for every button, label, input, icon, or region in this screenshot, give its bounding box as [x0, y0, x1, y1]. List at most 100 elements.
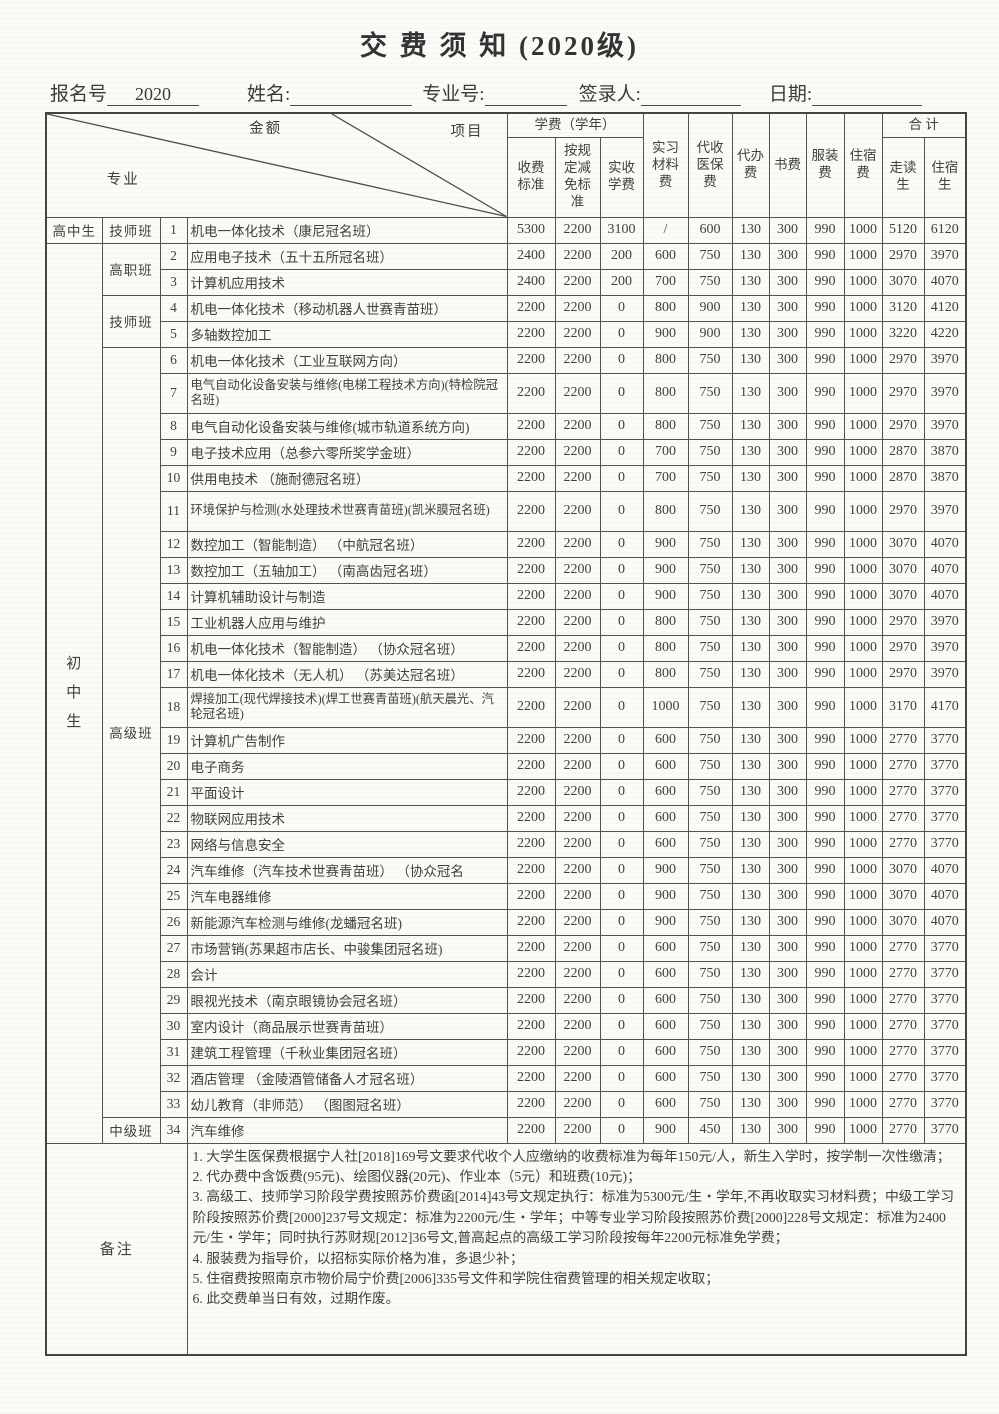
- cell-uniform-fee: 990: [805, 856, 845, 884]
- cell-actual-tuition: 200: [599, 268, 644, 296]
- note-item: 2. 代办费中含饭费(95元)、绘图仪器(20元)、作业本（5元）和班费(10元…: [192, 1168, 641, 1184]
- cell-material-fee: 800: [642, 294, 689, 322]
- cell-total-day: 2770: [881, 1064, 925, 1092]
- cell-agency-fee: 130: [731, 804, 770, 832]
- table-row: 22 物联网应用技术 2200 2200 0 600 750 130 300 990 1000 277…: [46, 804, 967, 832]
- cell-reduction: 2200: [554, 908, 601, 936]
- diagonal-header-cell: 金额 项目 专业: [45, 112, 508, 218]
- header-actual-tuition: 实收 学费: [599, 136, 644, 218]
- cell-total-boarding: 3970: [923, 372, 967, 414]
- cell-uniform-fee: 990: [805, 882, 845, 910]
- table-row: 29 眼视光技术（南京眼镜协会冠名班） 2200 2200 0 600 750 130 300 9…: [46, 986, 967, 1014]
- row-number: 11: [159, 490, 188, 532]
- cell-medical-fee: 750: [687, 960, 733, 988]
- cell-agency-fee: 130: [731, 856, 770, 884]
- cell-fee-standard: 5300: [506, 216, 556, 244]
- cell-agency-fee: 130: [731, 320, 770, 348]
- cell-actual-tuition: 0: [599, 908, 644, 936]
- cell-agency-fee: 130: [731, 372, 770, 414]
- cell-material-fee: 600: [642, 752, 689, 780]
- cell-material-fee: 600: [642, 934, 689, 962]
- registrar-label: 签录人:: [578, 84, 641, 105]
- cell-dorm-fee: 1000: [843, 830, 883, 858]
- fee-table-body: 高中生 技师班 1 机电一体化技术（康尼冠名班） 5300 2200 3100/600 130…: [45, 216, 967, 1144]
- cell-uniform-fee: 990: [805, 778, 845, 806]
- cell-reduction: 2200: [554, 660, 601, 688]
- cell-total-day: 2770: [881, 752, 925, 780]
- cell-reduction: 2200: [554, 412, 601, 440]
- reg-no-value: 2020: [107, 84, 200, 106]
- cell-fee-standard: 2200: [506, 752, 556, 780]
- cell-reduction: 2200: [554, 1064, 601, 1092]
- cell-actual-tuition: 0: [599, 1038, 644, 1066]
- cell-reduction: 2200: [554, 1116, 601, 1144]
- header-book-fee: 书费: [768, 112, 807, 218]
- cell-agency-fee: 130: [731, 986, 770, 1014]
- cell-medical-fee: 750: [687, 582, 733, 610]
- cell-agency-fee: 130: [731, 1038, 770, 1066]
- cell-reduction: 2200: [554, 960, 601, 988]
- cell-fee-standard: 2400: [506, 242, 556, 270]
- note-item: 4. 服装费为指导价，以招标实际价格为准，多退少补；: [192, 1250, 524, 1266]
- row-number: 14: [159, 582, 188, 610]
- cell-uniform-fee: 990: [805, 752, 845, 780]
- cell-medical-fee: 750: [687, 1012, 733, 1040]
- cell-actual-tuition: 0: [599, 294, 644, 322]
- cell-fee-standard: 2200: [506, 412, 556, 440]
- cell-material-fee: 700: [642, 464, 689, 492]
- cell-fee-standard: 2200: [506, 934, 556, 962]
- cell-actual-tuition: 0: [599, 726, 644, 754]
- major-name: 机电一体化技术（无人机） （苏美达冠名班）: [186, 660, 508, 688]
- cell-agency-fee: 130: [731, 216, 770, 244]
- major-name: 供用电技术 （施耐德冠名班）: [186, 464, 508, 492]
- cell-total-boarding: 3770: [923, 1038, 967, 1066]
- major-name: 多轴数控加工: [186, 320, 508, 348]
- cell-reduction: 2200: [554, 882, 601, 910]
- cell-dorm-fee: 1000: [843, 1116, 883, 1144]
- cell-uniform-fee: 990: [805, 986, 845, 1014]
- cell-uniform-fee: 990: [805, 660, 845, 688]
- row-number: 31: [159, 1038, 188, 1066]
- row-number: 5: [159, 320, 188, 348]
- row-number: 17: [159, 660, 188, 688]
- cell-book-fee: 300: [768, 372, 807, 414]
- cell-total-day: 2770: [881, 960, 925, 988]
- cell-dorm-fee: 1000: [843, 412, 883, 440]
- cell-total-boarding: 4220: [923, 320, 967, 348]
- cell-actual-tuition: 0: [599, 856, 644, 884]
- cell-actual-tuition: 0: [599, 582, 644, 610]
- cell-total-day: 2770: [881, 1012, 925, 1040]
- cell-total-day: 2770: [881, 804, 925, 832]
- row-number: 29: [159, 986, 188, 1014]
- cell-actual-tuition: 0: [599, 1116, 644, 1144]
- cell-uniform-fee: 990: [805, 960, 845, 988]
- cell-dorm-fee: 1000: [843, 464, 883, 492]
- name-label: 姓名:: [247, 84, 291, 105]
- cell-actual-tuition: 0: [599, 412, 644, 440]
- cell-agency-fee: 130: [731, 934, 770, 962]
- row-number: 10: [159, 464, 188, 492]
- cell-uniform-fee: 990: [805, 582, 845, 610]
- table-row: 31 建筑工程管理（千秋业集团冠名班） 2200 2200 0 600 750 130 300 9…: [46, 1038, 967, 1066]
- cell-actual-tuition: 0: [599, 830, 644, 858]
- cell-material-fee: /: [642, 216, 689, 244]
- cell-uniform-fee: 990: [805, 490, 845, 532]
- cell-uniform-fee: 990: [805, 216, 845, 244]
- diagonal-lines: [47, 114, 507, 217]
- cell-book-fee: 300: [768, 490, 807, 532]
- cell-medical-fee: 750: [687, 242, 733, 270]
- cell-fee-standard: 2200: [506, 294, 556, 322]
- cell-book-fee: 300: [768, 530, 807, 558]
- name-blank: [290, 84, 413, 106]
- cell-fee-standard: 2200: [506, 1064, 556, 1092]
- cell-medical-fee: 750: [687, 986, 733, 1014]
- cell-actual-tuition: 0: [599, 320, 644, 348]
- cell-total-boarding: 3770: [923, 1116, 967, 1144]
- cell-agency-fee: 130: [731, 582, 770, 610]
- row-number: 25: [159, 882, 188, 910]
- cell-dorm-fee: 1000: [843, 960, 883, 988]
- cell-fee-standard: 2200: [506, 830, 556, 858]
- date-blank: [812, 84, 923, 106]
- major-no-label: 专业号:: [422, 84, 485, 105]
- major-name: 数控加工（智能制造） （中航冠名班）: [186, 530, 508, 558]
